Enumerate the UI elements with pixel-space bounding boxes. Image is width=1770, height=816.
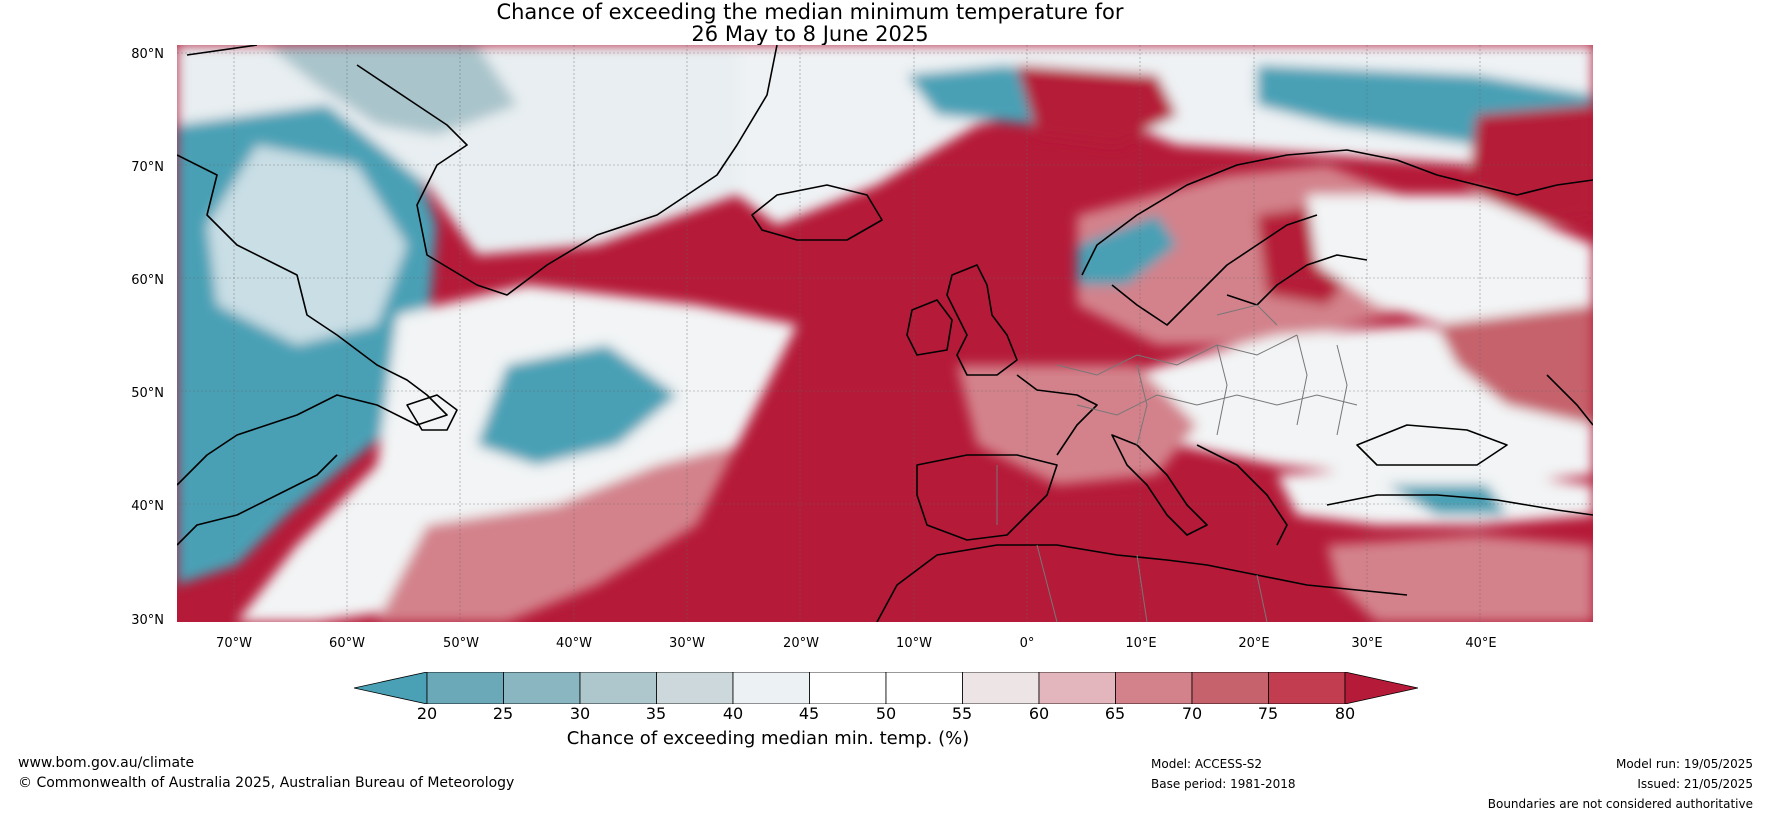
footer-base-period: Base period: 1981-2018 — [1151, 777, 1296, 791]
region-atlantic-cool — [477, 345, 677, 465]
colorbar-tick: 70 — [1181, 704, 1203, 723]
coastline-labrador — [177, 154, 448, 486]
colorbar-segment — [1191, 672, 1269, 704]
colorbar-tick: 20 — [416, 704, 438, 723]
colorbar-tick: 60 — [1028, 704, 1050, 723]
colorbar — [354, 672, 1418, 704]
colorbar-segment — [426, 672, 504, 704]
lon-label-30w: 30°W — [669, 636, 705, 651]
colorbar-segment — [503, 672, 581, 704]
colorbar-tick: 30 — [569, 704, 591, 723]
colorbar-tick: 25 — [492, 704, 514, 723]
coastline-iceland — [751, 184, 883, 241]
region-greenland-cool — [267, 45, 517, 135]
colorbar-extend-high — [1344, 672, 1418, 704]
footer-copyright: © Commonwealth of Australia 2025, Austra… — [18, 775, 515, 791]
lon-label-40w: 40°W — [556, 636, 592, 651]
region-canada-light — [207, 145, 407, 345]
coastline-turkey — [1326, 494, 1593, 516]
graticule — [177, 45, 1593, 622]
footer-model-run: Model run: 19/05/2025 — [1615, 757, 1753, 771]
coastline-norway — [1081, 149, 1593, 276]
lat-label-70n: 70°N — [131, 160, 164, 175]
region-svalbard-warm — [1017, 65, 1177, 145]
colorbar-segment — [1115, 672, 1193, 704]
colorbar-tick: 45 — [798, 704, 820, 723]
colorbar-segment — [1268, 672, 1346, 704]
lat-label-50n: 50°N — [131, 386, 164, 401]
colorbar-segment — [732, 672, 810, 704]
region-turkey-cool — [1387, 485, 1507, 515]
lat-label-30n: 30°N — [131, 613, 164, 628]
colorbar-segment — [1038, 672, 1116, 704]
colorbar-segment — [962, 672, 1040, 704]
colorbar-tick: 55 — [951, 704, 973, 723]
coastline-great-britain — [946, 264, 1018, 376]
coastlines — [177, 45, 1593, 622]
coastline-ireland — [906, 299, 953, 356]
colorbar-extend-low — [354, 672, 428, 704]
lat-label-40n: 40°N — [131, 499, 164, 514]
coastline-balkans — [1196, 444, 1288, 546]
region-labrador-light — [177, 45, 737, 255]
lon-label-30e: 30°E — [1351, 636, 1383, 651]
region-midatl-pink — [377, 445, 737, 622]
colorbar-label: Chance of exceeding median min. temp. (%… — [566, 728, 970, 749]
colorbar-tick: 80 — [1334, 704, 1356, 723]
coastline-baltic — [1226, 254, 1368, 306]
lon-label-10w: 10°W — [896, 636, 932, 651]
chart-title-line1: Chance of exceeding the median minimum t… — [496, 0, 1124, 24]
lon-label-20w: 20°W — [783, 636, 819, 651]
footer-disclaimer: Boundaries are not considered authoritat… — [1487, 797, 1753, 811]
coastline-greenland — [186, 45, 778, 296]
lon-label-10e: 10°E — [1125, 636, 1157, 651]
colorbar-segment — [809, 672, 887, 704]
coastline-black-sea — [1356, 424, 1508, 466]
coastline-north-africa — [876, 544, 1408, 622]
colorbar-tick: 40 — [722, 704, 744, 723]
colorbar-segment — [885, 672, 963, 704]
country-borders — [996, 304, 1358, 622]
lon-label-0: 0° — [1019, 636, 1035, 651]
colorbar-tick: 65 — [1104, 704, 1126, 723]
region-norway-cool — [1077, 215, 1177, 285]
coastline-sweden — [1111, 214, 1318, 326]
lon-label-60w: 60°W — [329, 636, 365, 651]
lat-label-60n: 60°N — [131, 273, 164, 288]
colorbar-tick: 35 — [645, 704, 667, 723]
coastline-france — [1016, 374, 1098, 456]
footer-website: www.bom.gov.au/climate — [18, 755, 195, 771]
footer-model: Model: ACCESS-S2 — [1151, 757, 1263, 771]
colorbar-tick: 75 — [1257, 704, 1279, 723]
region-levant-pink — [1327, 535, 1593, 622]
map-canvas — [177, 45, 1593, 622]
lon-label-50w: 50°W — [443, 636, 479, 651]
coastline-usa-east — [177, 454, 338, 546]
colorbar-segment — [656, 672, 734, 704]
lon-label-20e: 20°E — [1238, 636, 1270, 651]
lat-label-80n: 80°N — [131, 47, 164, 62]
probability-map — [177, 45, 1593, 622]
coastline-newfoundland — [406, 394, 458, 431]
footer-issued: Issued: 21/05/2025 — [1637, 777, 1753, 791]
lon-label-70w: 70°W — [216, 636, 252, 651]
coastline-caspian — [1546, 374, 1593, 426]
lon-label-40e: 40°E — [1465, 636, 1497, 651]
region-nw-russia-light — [1307, 195, 1593, 345]
region-eastrussia-pink — [1437, 305, 1593, 425]
coastline-iberia — [916, 454, 1058, 541]
chart-title-line2: 26 May to 8 June 2025 — [691, 22, 929, 46]
colorbar-segment — [579, 672, 657, 704]
coastline-italy — [1111, 434, 1208, 536]
colorbar-tick: 50 — [875, 704, 897, 723]
